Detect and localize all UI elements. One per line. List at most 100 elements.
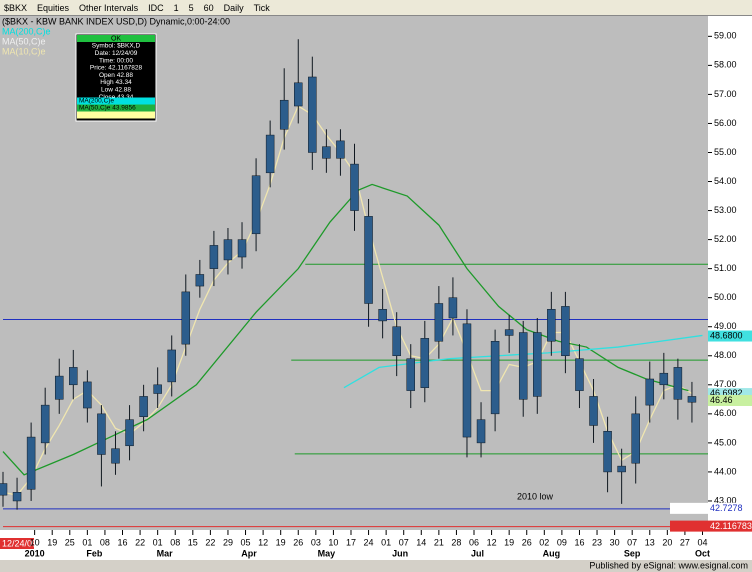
candle-body bbox=[139, 396, 148, 417]
data-window-ma: MA(50,C)e 43.9856 bbox=[79, 105, 136, 112]
x-tick-label: 04 bbox=[697, 537, 707, 547]
candle-body bbox=[589, 396, 598, 426]
data-window-row: High 43.34 bbox=[100, 79, 132, 86]
candle-body bbox=[490, 340, 500, 415]
candle-body bbox=[54, 375, 64, 400]
toolbar-item[interactable]: Equities bbox=[37, 2, 70, 13]
data-window-row: Open 42.88 bbox=[99, 72, 133, 79]
candle-body bbox=[223, 239, 233, 261]
x-tick-label: 08 bbox=[170, 537, 180, 547]
candle-body bbox=[631, 413, 640, 464]
candle-body bbox=[294, 82, 303, 107]
candle-body bbox=[237, 239, 247, 258]
x-tick-label: 06 bbox=[469, 537, 479, 547]
x-tick-label: 30 bbox=[610, 537, 620, 547]
candle-body bbox=[97, 413, 106, 455]
candle-body bbox=[69, 367, 78, 386]
candle-body bbox=[265, 134, 275, 174]
candle-body bbox=[518, 332, 528, 400]
toolbar-item[interactable]: 60 bbox=[203, 2, 214, 13]
x-tick-label: 17 bbox=[346, 537, 356, 547]
x-tick-label: 24 bbox=[364, 537, 374, 547]
candle-body bbox=[279, 99, 289, 130]
y-tick-label: 52.00 bbox=[714, 234, 737, 244]
candle-body bbox=[687, 396, 697, 403]
candle-body bbox=[111, 448, 120, 464]
toolbar-item[interactable]: IDC bbox=[148, 2, 164, 13]
month-label: Jul bbox=[471, 548, 484, 558]
candle-body bbox=[406, 358, 415, 391]
price-marker-label: 48.6800 bbox=[710, 330, 743, 340]
y-tick-label: 46.00 bbox=[714, 408, 737, 418]
month-label: Oct bbox=[695, 548, 710, 558]
legend-item: MA(50,C)e bbox=[2, 36, 46, 46]
candle-body bbox=[603, 431, 612, 473]
h-line-label-box bbox=[670, 520, 752, 532]
x-tick-label: 19 bbox=[276, 537, 286, 547]
candle-body bbox=[308, 76, 317, 153]
x-tick-label: 20 bbox=[662, 537, 672, 547]
data-window-header-box bbox=[77, 35, 155, 42]
toolbar-item[interactable]: Other Intervals bbox=[79, 2, 139, 13]
price-axis bbox=[708, 16, 752, 530]
toolbar: $BKX Equities Other Intervals IDC 1 5 60 Daily T… bbox=[0, 0, 752, 16]
x-tick-label: 21 bbox=[434, 537, 444, 547]
x-tick-label: 27 bbox=[680, 537, 690, 547]
legend-item: MA(200,C)e bbox=[2, 26, 51, 36]
candle-body bbox=[350, 163, 359, 211]
data-window-row: Date: 12/24/09 bbox=[95, 50, 138, 57]
legend-item: MA(10,C)e bbox=[2, 46, 46, 56]
price-marker-label: 46.6982 bbox=[710, 388, 743, 398]
published-note: Published by eSignal: www.esignal.com bbox=[589, 560, 748, 570]
y-tick-label: 44.00 bbox=[714, 466, 737, 476]
month-label: 2010 bbox=[25, 548, 45, 558]
start-date: 12/24/09 bbox=[2, 538, 37, 548]
toolbar-item[interactable]: 1 bbox=[173, 2, 179, 13]
month-label: Mar bbox=[157, 548, 174, 558]
x-tick-label: 08 bbox=[100, 537, 110, 547]
candle-body bbox=[533, 332, 542, 397]
data-window-row: Symbol: $BKX,D bbox=[92, 43, 141, 50]
x-tick-label: 19 bbox=[504, 537, 514, 547]
x-tick-label: 05 bbox=[241, 537, 251, 547]
x-tick-label: 15 bbox=[188, 537, 198, 547]
data-window-ma-box bbox=[77, 104, 155, 112]
y-tick-label: 53.00 bbox=[714, 205, 737, 215]
candle-body bbox=[364, 216, 373, 304]
h-line-label: 42.7278 bbox=[710, 503, 743, 513]
x-tick-label: 25 bbox=[65, 537, 75, 547]
data-window-ma: MA(200,C)e bbox=[79, 98, 114, 105]
toolbar-item[interactable]: 5 bbox=[188, 2, 194, 13]
h-line-label-box bbox=[670, 502, 752, 514]
x-tick-label: 03 bbox=[311, 537, 321, 547]
x-tick-label: 29 bbox=[223, 537, 233, 547]
chart: ($BKX - KBW BANK INDEX USD,D) Dynamic,0:… bbox=[0, 16, 752, 572]
start-date-box bbox=[0, 538, 34, 549]
month-label: Sep bbox=[624, 548, 641, 558]
x-tick-label: 07 bbox=[399, 537, 409, 547]
y-tick-label: 56.00 bbox=[714, 118, 737, 128]
x-tick-label: 01 bbox=[82, 537, 92, 547]
candle-body bbox=[251, 175, 261, 235]
month-label: Aug bbox=[543, 548, 561, 558]
candle-body bbox=[645, 378, 655, 406]
toolbar-item[interactable]: Tick bbox=[253, 2, 270, 13]
candle-body bbox=[448, 297, 458, 319]
candle-body bbox=[195, 274, 205, 287]
candle-body bbox=[504, 329, 514, 336]
x-tick-label: 22 bbox=[135, 537, 145, 547]
x-tick-label: 14 bbox=[416, 537, 426, 547]
toolbar-item[interactable]: Daily bbox=[223, 2, 244, 13]
y-tick-label: 49.00 bbox=[714, 321, 737, 331]
candle-body bbox=[659, 372, 669, 386]
y-tick-label: 45.00 bbox=[714, 437, 737, 447]
x-tick-label: 07 bbox=[627, 537, 637, 547]
price-marker-label: 46.46 bbox=[710, 395, 733, 405]
y-tick-label: 58.00 bbox=[714, 60, 737, 70]
data-window-row: Price: 42.1167828 bbox=[90, 65, 143, 72]
candle-body bbox=[392, 326, 401, 357]
candle-body bbox=[209, 245, 219, 269]
x-tick-label: 16 bbox=[118, 537, 128, 547]
toolbar-item[interactable]: $BKX bbox=[4, 2, 28, 13]
data-window-row: Low 42.88 bbox=[101, 87, 131, 94]
